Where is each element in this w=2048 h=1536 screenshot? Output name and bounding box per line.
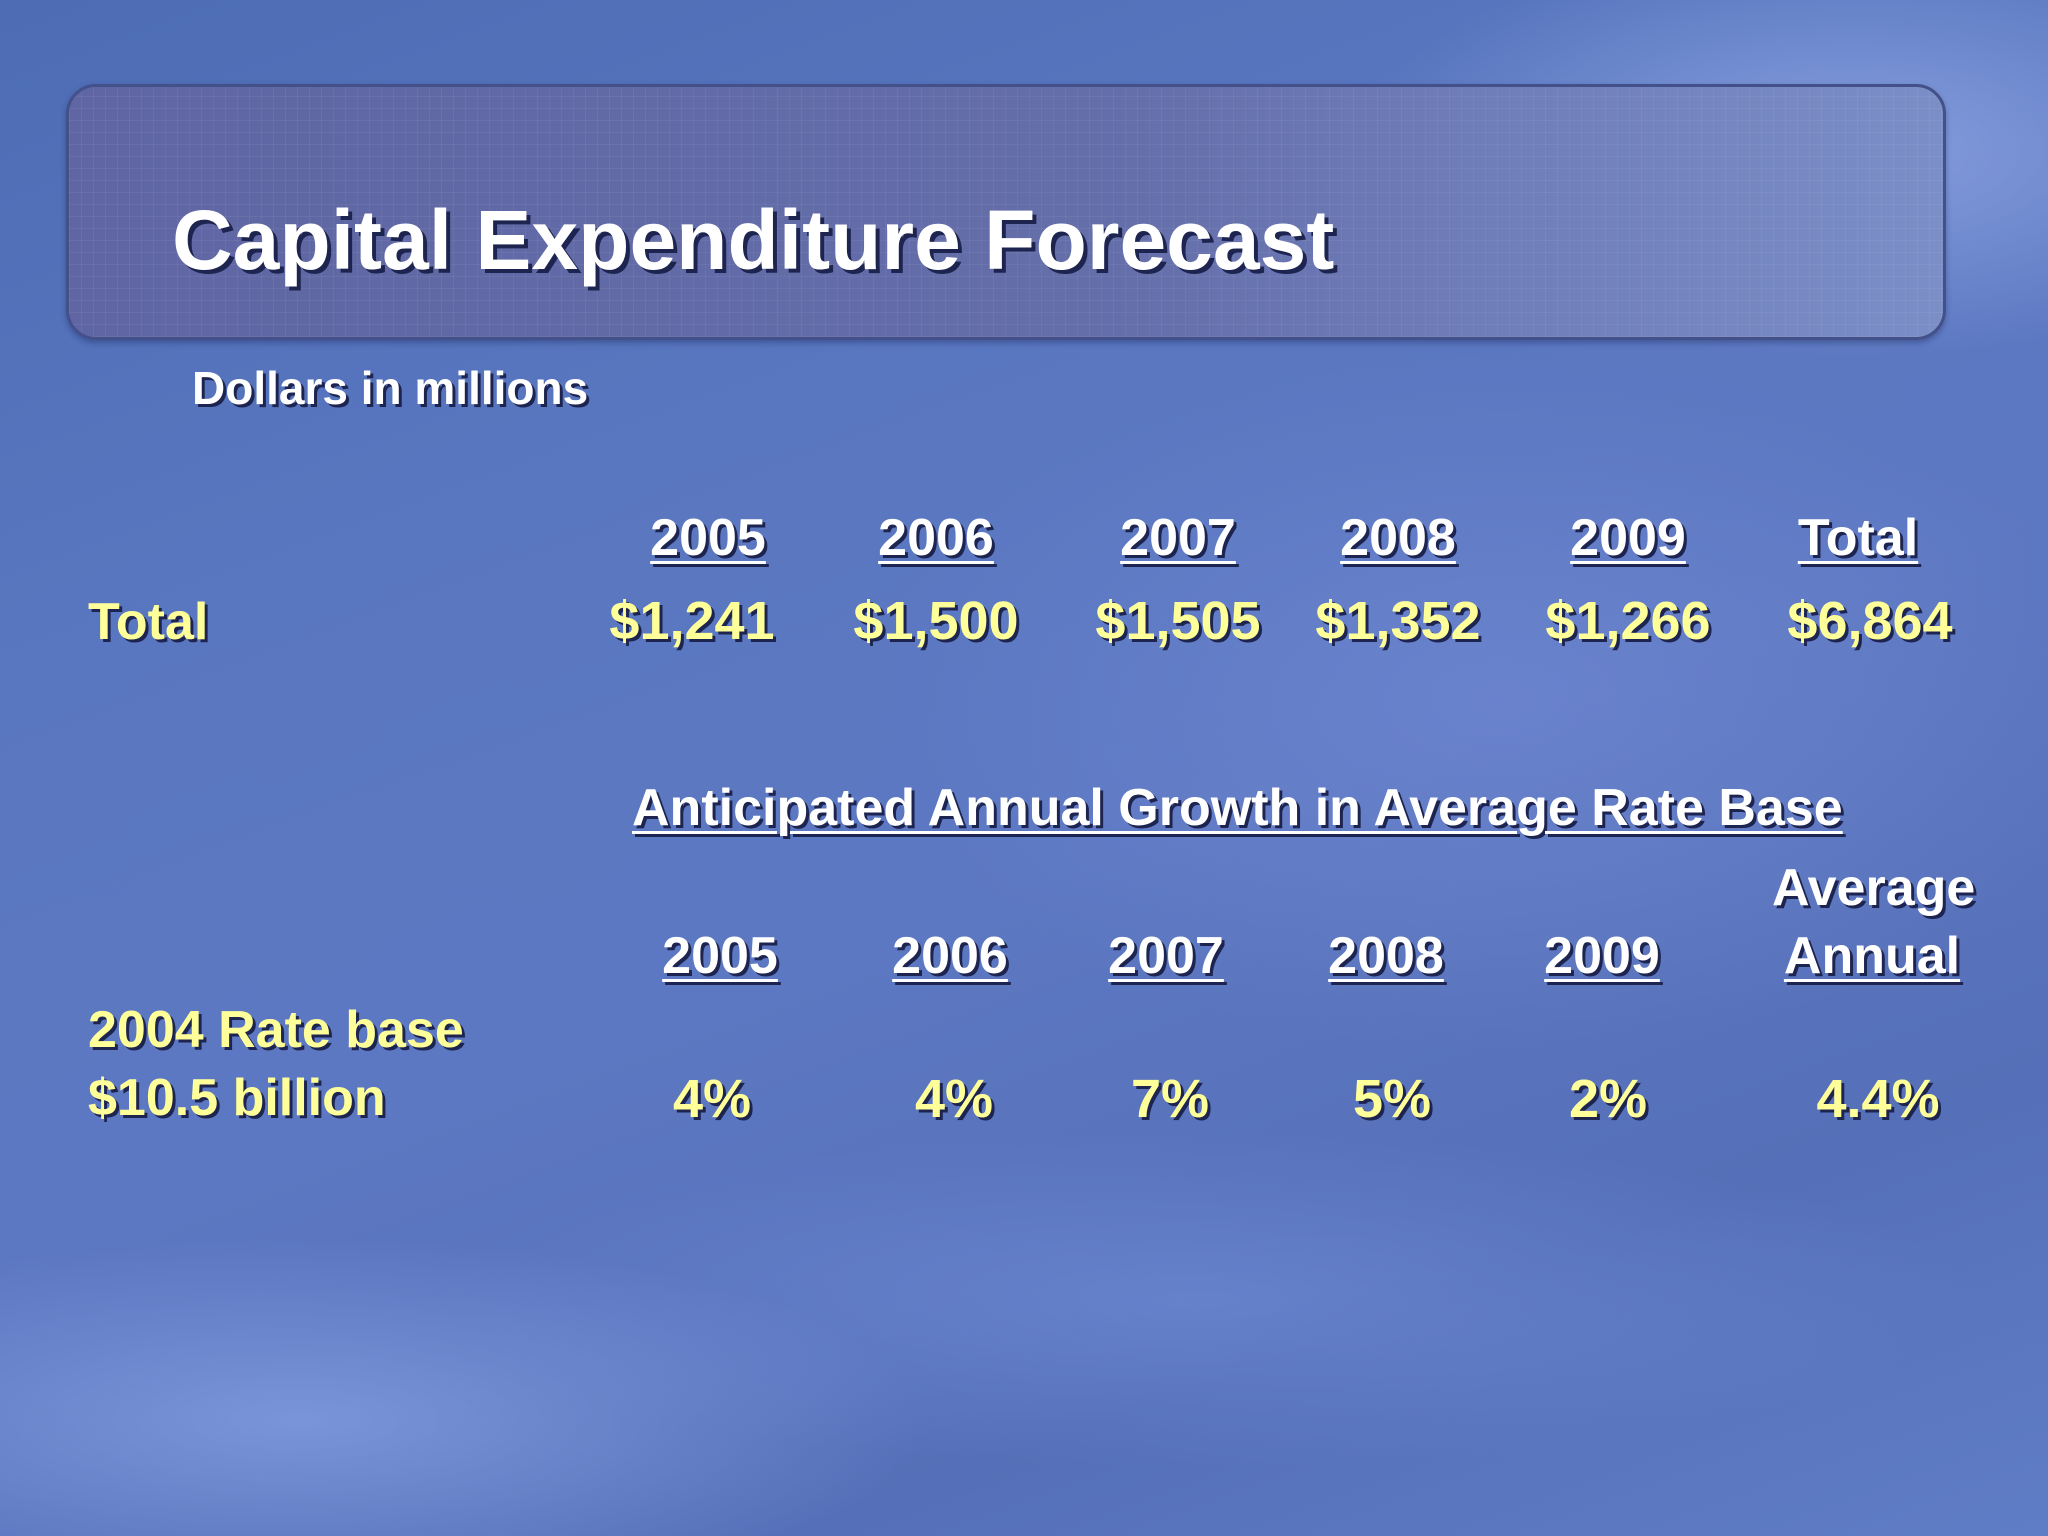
capex-value-2005: $1,241 [609,591,775,651]
capex-header-2005: 2005 [650,509,766,567]
capex-row-label: Total [88,593,209,651]
slide-title: Capital Expenditure Forecast [172,193,1335,287]
rate-header-2008: 2008 [1328,927,1444,985]
rate-header-2009: 2009 [1544,927,1660,985]
capex-value-total: $6,864 [1787,591,1953,651]
avg-header-line2: Annual [1783,927,1961,985]
rate-value-2009: 2% [1568,1069,1648,1129]
rate-header-2007: 2007 [1108,927,1224,985]
capex-value-2007: $1,505 [1095,591,1261,651]
capex-header-2007: 2007 [1120,509,1236,567]
avg-header-line1: Average [1772,859,1976,917]
rate-row-label-line1: 2004 Rate base [88,1001,464,1059]
rate-row-label-line2: $10.5 billion [88,1069,386,1127]
capex-header-2009: 2009 [1570,509,1686,567]
capex-header-total: Total [1797,509,1919,567]
rate-header-2005: 2005 [662,927,778,985]
capex-value-2009: $1,266 [1545,591,1711,651]
rate-value-2006: 4% [914,1069,994,1129]
capex-value-2008: $1,352 [1315,591,1481,651]
capex-header-2006: 2006 [878,509,994,567]
title-banner [66,84,1946,340]
rate-value-2005: 4% [672,1069,752,1129]
rate-base-section-title: Anticipated Annual Growth in Average Rat… [632,779,1843,837]
capex-header-2008: 2008 [1340,509,1456,567]
rate-header-2006: 2006 [892,927,1008,985]
rate-value-average: 4.4% [1816,1069,1940,1129]
rate-value-2008: 5% [1352,1069,1432,1129]
rate-value-2007: 7% [1130,1069,1210,1129]
capex-value-2006: $1,500 [853,591,1019,651]
units-subtitle: Dollars in millions [192,362,589,414]
